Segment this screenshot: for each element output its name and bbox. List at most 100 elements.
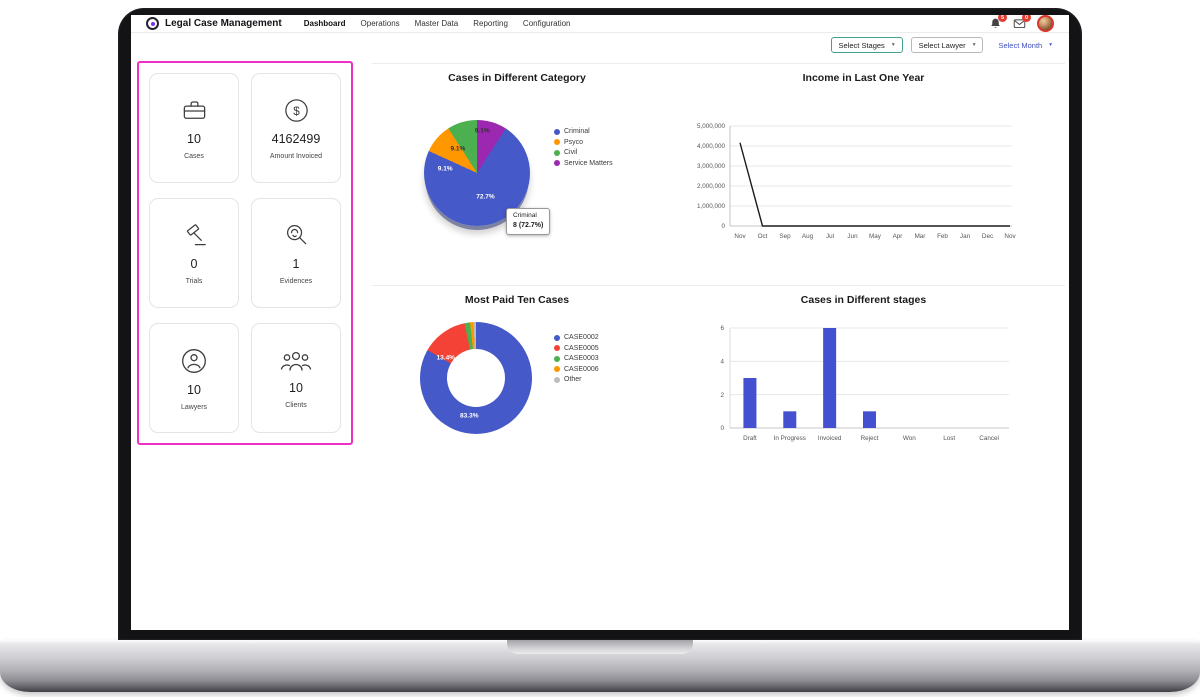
legend-label: Criminal bbox=[564, 128, 590, 135]
stat-card-evidences: 1 Evidences bbox=[251, 198, 341, 308]
stat-value: 0 bbox=[190, 257, 198, 271]
svg-text:Cancel: Cancel bbox=[979, 435, 999, 442]
stat-label: Trials bbox=[185, 278, 203, 285]
bell-icon[interactable]: 5 bbox=[989, 15, 1007, 30]
stat-value: 10 bbox=[289, 380, 303, 395]
legend-dot bbox=[554, 128, 560, 135]
legend-dot bbox=[554, 160, 560, 166]
svg-text:Apr: Apr bbox=[893, 233, 903, 240]
legend-label: Service Matters bbox=[564, 159, 613, 167]
briefcase-icon bbox=[183, 101, 205, 119]
stat-card-lawyers: 10 Lawyers bbox=[149, 323, 239, 433]
svg-text:Aug: Aug bbox=[802, 233, 814, 240]
legend-label: CASE0003 bbox=[564, 355, 599, 362]
svg-text:0: 0 bbox=[721, 223, 725, 230]
nav-operations[interactable]: Operations bbox=[360, 19, 400, 28]
donut-hole bbox=[447, 349, 505, 407]
stat-label: Lawyers bbox=[180, 403, 208, 411]
select-month[interactable]: Select Month ▾ bbox=[991, 38, 1059, 52]
app-logo-icon bbox=[146, 17, 159, 30]
nav-reporting[interactable]: Reporting bbox=[473, 19, 508, 28]
svg-text:Oct: Oct bbox=[758, 233, 768, 240]
slice-label: 9.1% bbox=[474, 127, 490, 135]
svg-text:Reject: Reject bbox=[861, 435, 879, 442]
svg-text:Nov: Nov bbox=[1004, 233, 1016, 240]
legend-label: CASE0002 bbox=[564, 334, 599, 341]
legend-label: Civil bbox=[564, 149, 578, 156]
stat-card-trials: 0 Trials bbox=[149, 198, 239, 308]
legend-item: CASE0003 bbox=[554, 355, 599, 362]
legend-label: Other bbox=[564, 376, 582, 383]
stat-label: Cases bbox=[184, 153, 204, 160]
laptop-notch bbox=[507, 640, 693, 654]
svg-text:Jan: Jan bbox=[960, 233, 971, 240]
nav-configuration[interactable]: Configuration bbox=[522, 19, 571, 28]
bar-chart[interactable]: 0 2 4 6 Draft In Progress Invoiced Reject Won Los… bbox=[668, 320, 1048, 452]
nav-master-data[interactable]: Master Data bbox=[414, 19, 459, 28]
bell-glyph bbox=[991, 18, 1000, 28]
svg-text:2: 2 bbox=[720, 392, 724, 399]
legend-dot bbox=[554, 376, 560, 383]
pie-chart-area: 9.1% 72.7% 9.1% 9.1% Criminal Psyco Civil Serv… bbox=[372, 84, 662, 226]
legend-dot bbox=[554, 334, 560, 341]
donut-legend: CASE0002 CASE0005 CASE0003 CASE0006 Other bbox=[554, 334, 599, 387]
legend-item: Psyco bbox=[554, 139, 613, 146]
laptop-bezel: Legal Case Management Dashboard Operatio… bbox=[118, 8, 1082, 640]
message-badge: 0 bbox=[1022, 15, 1031, 22]
chevron-down-icon: ▾ bbox=[972, 42, 976, 48]
legend-item: CASE0005 bbox=[554, 345, 599, 352]
stat-label: Clients bbox=[285, 401, 307, 409]
svg-text:Won: Won bbox=[903, 435, 916, 442]
stat-label: Evidences bbox=[279, 278, 313, 285]
tooltip-title: Criminal bbox=[513, 212, 537, 219]
stat-value: 4162499 bbox=[271, 132, 321, 146]
svg-text:Mar: Mar bbox=[915, 233, 926, 240]
legend-item: Other bbox=[554, 376, 599, 383]
user-avatar[interactable] bbox=[1037, 15, 1054, 32]
chart-panel-most-paid: Most Paid Ten Cases 83.3% 13.4% CASE0002 C… bbox=[372, 285, 662, 507]
slice-label: 9.1% bbox=[437, 165, 453, 173]
donut-chart[interactable]: 83.3% 13.4% bbox=[420, 322, 532, 434]
svg-text:Draft: Draft bbox=[743, 435, 757, 442]
chevron-down-icon: ▾ bbox=[1049, 42, 1052, 48]
svg-text:Jun: Jun bbox=[847, 233, 858, 240]
slice-label: 9.1% bbox=[450, 145, 466, 153]
legend-dot bbox=[554, 149, 560, 156]
legend-label: CASE0006 bbox=[564, 365, 599, 373]
charts-grid: Cases in Different Category 9.1% 72.7% 9.1… bbox=[372, 63, 1065, 507]
svg-text:Nov: Nov bbox=[734, 233, 746, 240]
select-stages-label: Select Stages bbox=[838, 40, 885, 50]
pie-legend: Criminal Psyco Civil Service Matters bbox=[554, 128, 613, 170]
mail-glyph bbox=[1013, 19, 1026, 29]
gavel-icon bbox=[186, 224, 206, 246]
legend-dot bbox=[554, 139, 560, 145]
chart-title: Most Paid Ten Cases bbox=[464, 294, 570, 306]
notification-badge: 5 bbox=[998, 15, 1007, 22]
chart-title: Cases in Different Category bbox=[448, 72, 586, 84]
app-window: Legal Case Management Dashboard Operatio… bbox=[131, 15, 1069, 630]
slice-label: 72.7% bbox=[476, 193, 495, 201]
stats-panel: 10 Cases $ 4162499 Amount Invoiced bbox=[137, 61, 353, 445]
svg-text:May: May bbox=[869, 233, 882, 240]
stat-value: 10 bbox=[187, 132, 201, 146]
chart-title: Cases in Different stages bbox=[800, 294, 927, 306]
line-chart[interactable]: 0 1,000,000 2,000,000 3,000,000 4,000,000 5,0… bbox=[668, 116, 1048, 248]
select-lawyer[interactable]: Select Lawyer ▾ bbox=[910, 37, 984, 53]
legend-label: CASE0005 bbox=[564, 344, 599, 352]
svg-text:Lost: Lost bbox=[943, 435, 955, 442]
evidence-icon bbox=[286, 225, 306, 245]
nav-dashboard[interactable]: Dashboard bbox=[303, 19, 346, 28]
chart-panel-income: Income in Last One Year 0 1,000,000 2,000,… bbox=[662, 63, 1065, 285]
stat-value: 1 bbox=[292, 257, 300, 271]
lawyer-icon bbox=[182, 348, 206, 373]
select-lawyer-label: Select Lawyer bbox=[918, 40, 966, 50]
mail-icon[interactable]: 0 bbox=[1013, 15, 1031, 30]
svg-text:4: 4 bbox=[720, 359, 724, 366]
legend-item: Service Matters bbox=[554, 160, 613, 167]
dollar-icon: $ bbox=[284, 99, 308, 122]
stat-card-cases: 10 Cases bbox=[149, 73, 239, 183]
select-stages[interactable]: Select Stages ▾ bbox=[830, 37, 903, 53]
svg-text:1,000,000: 1,000,000 bbox=[697, 203, 726, 210]
slice-label: 83.3% bbox=[460, 412, 479, 420]
